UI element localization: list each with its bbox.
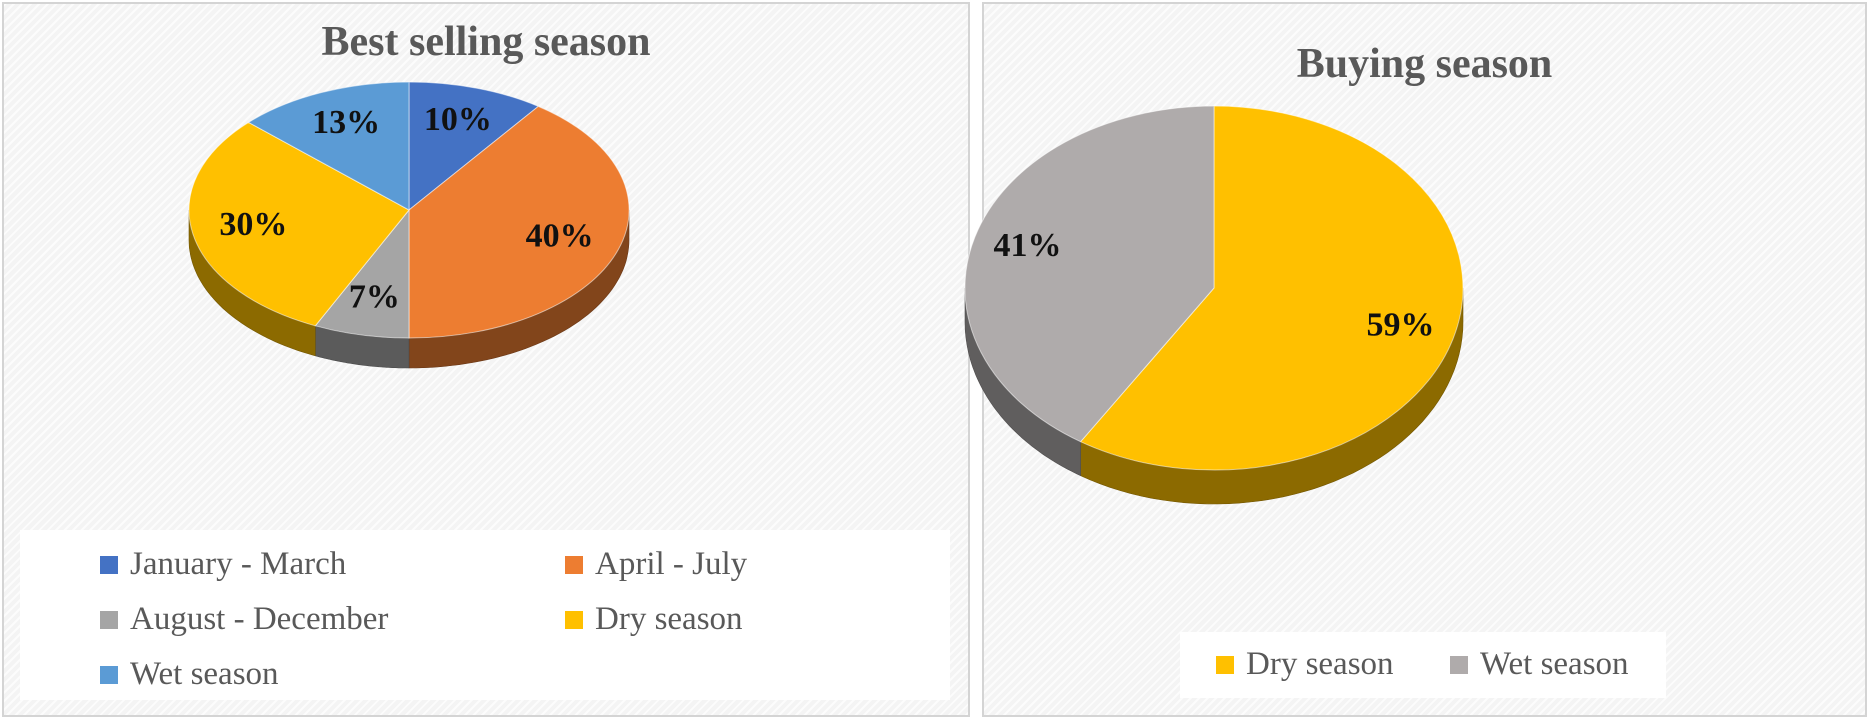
pie-slice xyxy=(247,81,410,211)
data-label: 10% xyxy=(424,101,492,138)
chart-panel-buying: Buying season 59% 41% Dry season Wet seas… xyxy=(964,2,1867,717)
pie-slice xyxy=(188,121,410,327)
legend-label: Wet season xyxy=(1480,646,1629,682)
legend-item: Wet season xyxy=(1450,646,1629,683)
legend-item: January - March xyxy=(100,546,346,583)
legend-label: January - March xyxy=(130,546,347,582)
legend-swatch xyxy=(1450,655,1468,674)
legend-label: Dry season xyxy=(595,601,743,637)
chart-title: Best selling season xyxy=(321,19,651,65)
data-label: 40% xyxy=(526,217,594,254)
legend-swatch xyxy=(1216,655,1234,674)
legend-swatch xyxy=(100,665,118,684)
legend: January - March April - July August - De… xyxy=(20,530,950,700)
data-label: 59% xyxy=(1367,306,1435,343)
data-label: 41% xyxy=(994,227,1062,264)
legend-swatch xyxy=(100,610,118,629)
chart-panel-best-selling: Best selling season 10% 40% 7% 30% 13% Janua… xyxy=(2,2,970,717)
data-label: 30% xyxy=(219,206,287,243)
chart-title: Buying season xyxy=(1296,41,1553,87)
legend-swatch xyxy=(100,555,118,574)
legend: Dry season Wet season xyxy=(1180,632,1666,698)
data-label: 13% xyxy=(312,104,380,141)
pie-slice xyxy=(408,81,540,212)
legend-item: Dry season xyxy=(1216,646,1394,683)
legend-label: Wet season xyxy=(130,656,279,692)
pie-slice xyxy=(964,105,1215,443)
pie-slice xyxy=(408,105,630,339)
legend-item: Dry season xyxy=(565,601,743,638)
data-label: 7% xyxy=(349,279,400,316)
legend-label: April - July xyxy=(595,546,748,582)
pie-chart-buying: 59% 41% xyxy=(964,105,1464,505)
legend-item: August - December xyxy=(100,601,388,638)
legend-swatch xyxy=(565,610,583,629)
legend-label: August - December xyxy=(130,601,389,637)
legend-item: April - July xyxy=(565,546,747,583)
pie-chart-best-selling: 10% 40% 7% 30% 13% xyxy=(188,81,630,369)
legend-label: Dry season xyxy=(1246,646,1394,682)
legend-swatch xyxy=(565,555,583,574)
pie-slice xyxy=(1079,105,1464,471)
legend-item: Wet season xyxy=(100,656,279,693)
